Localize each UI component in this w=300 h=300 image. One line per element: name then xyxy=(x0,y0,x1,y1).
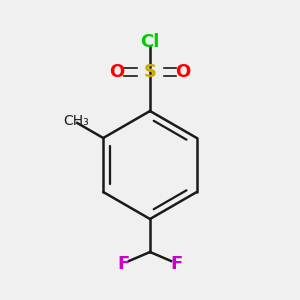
Text: F: F xyxy=(117,255,129,273)
Text: O: O xyxy=(110,63,124,81)
Text: CH₃: CH₃ xyxy=(63,115,88,128)
Text: F: F xyxy=(171,255,183,273)
Text: O: O xyxy=(176,63,190,81)
Text: S: S xyxy=(143,63,157,81)
Text: Cl: Cl xyxy=(140,33,160,51)
